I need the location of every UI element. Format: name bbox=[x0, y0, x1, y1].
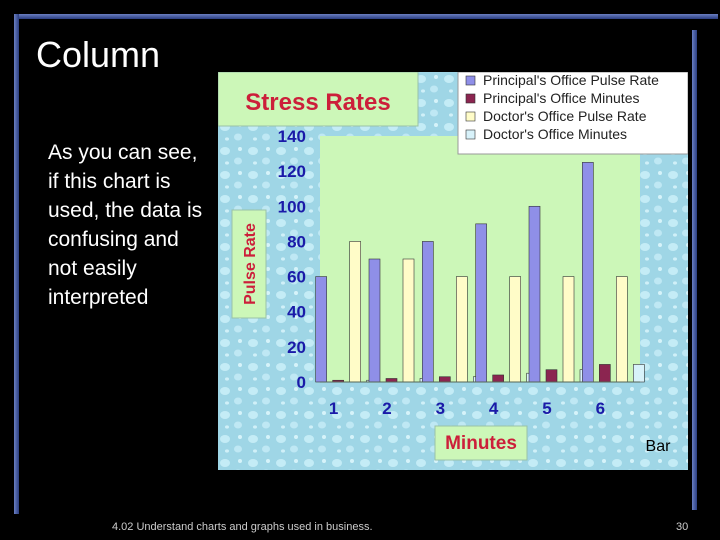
bar-2-cat-6 bbox=[599, 364, 611, 383]
x-tick-label: 2 bbox=[382, 399, 391, 418]
x-tick-label: 1 bbox=[329, 399, 338, 418]
legend-swatch bbox=[465, 111, 476, 122]
bar-2-cat-3 bbox=[439, 376, 451, 383]
legend-label: Doctor's Office Pulse Rate bbox=[483, 108, 647, 124]
bar-3-cat-1 bbox=[349, 241, 361, 383]
x-tick-label: 3 bbox=[436, 399, 445, 418]
bar-2-cat-2 bbox=[385, 378, 398, 383]
bar-2-cat-4 bbox=[492, 374, 504, 383]
legend-swatch bbox=[465, 75, 476, 86]
bar-3-cat-3 bbox=[456, 276, 468, 383]
left-accent-bar bbox=[14, 14, 19, 514]
legend-label: Doctor's Office Minutes bbox=[483, 126, 627, 142]
bar-1-cat-5 bbox=[528, 205, 541, 383]
slide-footer: 4.02 Understand charts and graphs used i… bbox=[112, 521, 373, 533]
right-accent-bar bbox=[692, 30, 697, 510]
y-tick-label: 40 bbox=[287, 303, 306, 322]
bar-3-cat-6 bbox=[616, 276, 628, 383]
x-axis-label: Minutes bbox=[445, 433, 517, 454]
y-axis-label-box bbox=[231, 209, 267, 319]
bar-4-cat-6 bbox=[633, 364, 645, 383]
legend-swatch bbox=[465, 93, 476, 104]
legend-swatch bbox=[465, 129, 476, 140]
x-axis-label-box bbox=[434, 425, 528, 461]
top-accent-bar bbox=[18, 14, 718, 19]
y-tick-label: 100 bbox=[278, 197, 306, 216]
slide-body-text: As you can see, if this chart is used, t… bbox=[48, 141, 203, 309]
bar-2-cat-5 bbox=[545, 369, 558, 383]
chart-title: Stress Rates bbox=[245, 89, 390, 116]
y-tick-label: 60 bbox=[287, 268, 306, 287]
bar-1-cat-1 bbox=[315, 276, 327, 383]
x-tick-label: 5 bbox=[542, 399, 551, 418]
slide-title: Column bbox=[36, 34, 161, 75]
bar-3-cat-4 bbox=[509, 276, 521, 383]
chart-corner-label: Bar bbox=[646, 438, 672, 455]
x-tick-label: 6 bbox=[596, 399, 605, 418]
y-ticks-layer: 0 20 40 60 80 100 120 140 bbox=[278, 127, 306, 392]
stress-rates-chart: Stress Rates 0 20 40 60 80 100 120 140 1 2 3 4 5 6 P… bbox=[218, 72, 688, 470]
y-tick-label: 120 bbox=[278, 162, 306, 181]
legend: Principal's Office Pulse Rate Principal's… bbox=[465, 72, 659, 142]
legend-label: Principal's Office Minutes bbox=[483, 90, 639, 106]
y-tick-label: 140 bbox=[278, 127, 306, 146]
bar-3-cat-2 bbox=[402, 258, 415, 383]
bar-1-cat-4 bbox=[475, 223, 487, 383]
y-tick-label: 0 bbox=[297, 373, 306, 392]
bar-1-cat-2 bbox=[368, 258, 381, 383]
y-tick-label: 20 bbox=[287, 338, 306, 357]
legend-label: Principal's Office Pulse Rate bbox=[483, 72, 659, 88]
bar-1-cat-6 bbox=[582, 162, 594, 383]
chart-svg: Stress Rates 0 20 40 60 80 100 120 140 1 2 3 4 5 6 P… bbox=[218, 72, 688, 470]
page-number: 30 bbox=[676, 521, 689, 533]
legend-box bbox=[457, 72, 688, 155]
x-ticks-layer: 1 2 3 4 5 6 bbox=[329, 399, 605, 418]
x-tick-label: 4 bbox=[489, 399, 499, 418]
bars-layer bbox=[315, 162, 645, 383]
bar-3-cat-5 bbox=[562, 276, 575, 383]
chart-title-box bbox=[218, 72, 419, 127]
y-axis-label: Pulse Rate bbox=[242, 223, 259, 305]
y-tick-label: 80 bbox=[287, 232, 306, 251]
bar-1-cat-3 bbox=[422, 241, 434, 383]
